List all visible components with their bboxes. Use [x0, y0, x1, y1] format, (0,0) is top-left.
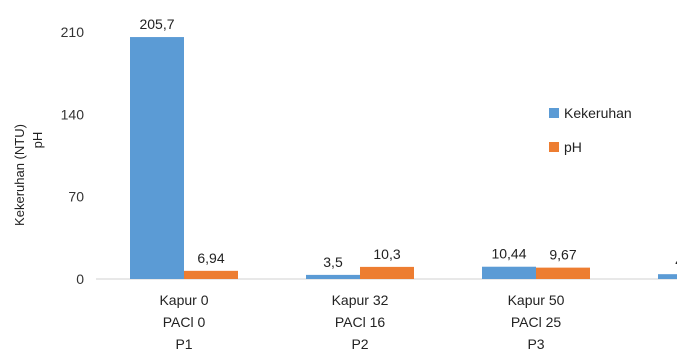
- y-tick-label: 70: [68, 189, 84, 205]
- category-label: PACl 16: [335, 314, 386, 330]
- category-label: Kapur 50: [508, 292, 565, 308]
- data-labels: 205,76,943,510,310,449,674,17: [139, 16, 677, 270]
- category-label: Kapur 32: [332, 292, 389, 308]
- legend-swatch-ph: [549, 142, 559, 152]
- data-label: 4,1: [675, 253, 677, 269]
- legend-label: Kekeruhan: [564, 105, 632, 121]
- category-label: Kapur 0: [159, 292, 208, 308]
- category-label: P1: [175, 336, 192, 352]
- category-label: PACl 0: [163, 314, 206, 330]
- data-label: 6,94: [197, 250, 224, 266]
- data-label: 205,7: [139, 16, 174, 32]
- bar-ph-p3: [536, 267, 590, 279]
- data-label: 3,5: [323, 254, 343, 270]
- legend-swatch-kekeruhan: [549, 108, 559, 118]
- data-label: 10,44: [491, 246, 526, 262]
- y-axis-title-line-1: Kekeruhan (NTU): [12, 124, 27, 226]
- legend: Kekeruhan pH: [549, 105, 632, 155]
- y-tick-label: 210: [61, 24, 85, 40]
- bar-ph-p1: [184, 270, 238, 279]
- legend-label: pH: [564, 139, 582, 155]
- data-label: 10,3: [373, 246, 400, 262]
- category-label: P3: [527, 336, 544, 352]
- bar-kekeruhan-p3: [482, 266, 536, 279]
- category-label: P2: [351, 336, 368, 352]
- bar-kekeruhan-p4: [658, 274, 677, 279]
- y-tick-label: 140: [61, 106, 85, 122]
- bar-kekeruhan-p2: [306, 274, 360, 279]
- y-axis-title: Kekeruhan (NTU) pH: [12, 124, 45, 226]
- category-label: PACl 25: [511, 314, 562, 330]
- y-tick-label: 0: [76, 271, 84, 287]
- y-axis-ticks: 0 70 140 210: [61, 24, 85, 287]
- data-label: 9,67: [549, 247, 576, 263]
- bar-ph-p2: [360, 266, 414, 279]
- bars: [130, 37, 677, 279]
- bar-kekeruhan-p1: [130, 37, 184, 279]
- category-labels: Kapur 0 PACl 0 P1 Kapur 32 PACl 16 P2 Kapur 50…: [159, 292, 565, 352]
- y-axis-title-line-2: pH: [30, 132, 45, 149]
